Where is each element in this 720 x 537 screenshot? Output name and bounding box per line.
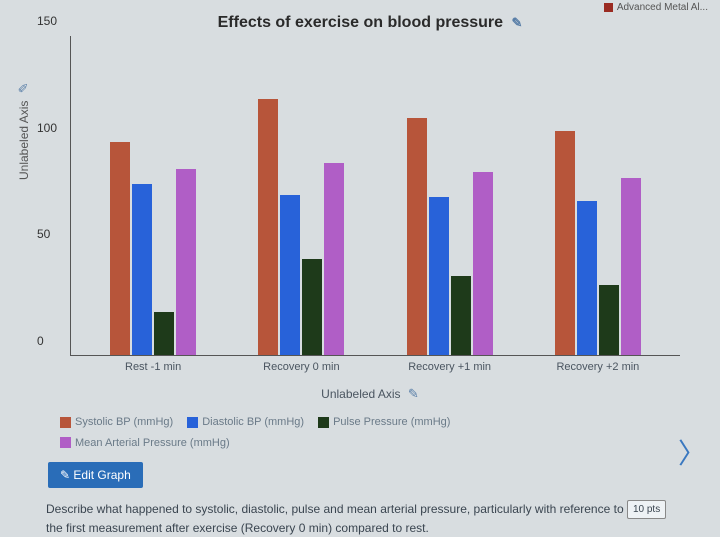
points-badge: 10 pts (627, 500, 666, 519)
y-tick: 150 (37, 14, 57, 28)
legend-swatch-icon (60, 437, 71, 448)
y-tick: 100 (37, 121, 57, 135)
bar (154, 312, 174, 355)
bar (324, 163, 344, 355)
bar-group: Rest -1 min (110, 142, 196, 355)
bar (451, 276, 471, 355)
bar (407, 118, 427, 355)
x-axis-label: Unlabeled Axis ✎ (60, 386, 680, 402)
category-label: Rest -1 min (125, 361, 181, 373)
legend-label: Mean Arterial Pressure (mmHg) (75, 437, 230, 449)
bar (577, 201, 597, 355)
legend-swatch-icon (187, 417, 198, 428)
chart-title: Effects of exercise on blood pressure ✎ (60, 14, 680, 32)
next-arrow-icon[interactable]: 〉 (678, 432, 706, 472)
category-label: Recovery +1 min (408, 361, 491, 373)
bar (555, 131, 575, 355)
legend-swatch-icon (318, 417, 329, 428)
legend-label: Diastolic BP (mmHg) (202, 416, 304, 428)
legend-label: Pulse Pressure (mmHg) (333, 416, 450, 428)
bar-group: Recovery +2 min (555, 131, 641, 355)
category-label: Recovery +2 min (556, 361, 639, 373)
edit-title-icon[interactable]: ✎ (511, 15, 522, 31)
edit-xlabel-icon[interactable]: ✎ (408, 386, 419, 402)
bar (258, 99, 278, 355)
bar (621, 178, 641, 355)
chart-container: Effects of exercise on blood pressure ✎ … (0, 0, 720, 402)
category-label: Recovery 0 min (263, 361, 339, 373)
bar (429, 197, 449, 355)
bar (599, 285, 619, 355)
edit-ylabel-icon[interactable]: ✎ (16, 82, 32, 93)
bar (280, 195, 300, 355)
y-tick: 50 (37, 227, 50, 241)
bar (132, 184, 152, 355)
plot-area: Rest -1 min Recovery 0 min Recovery +1 min… (70, 36, 680, 356)
question-text: Describe what happened to systolic, dias… (46, 500, 674, 537)
bar-group: Recovery 0 min (258, 99, 344, 355)
bar-groups: Rest -1 min Recovery 0 min Recovery +1 min… (71, 36, 680, 355)
legend-swatch-icon (60, 417, 71, 428)
y-tick: 0 (37, 334, 44, 348)
bar (302, 259, 322, 355)
y-axis-label: Unlabeled Axis ✎ (16, 82, 32, 180)
legend: Systolic BP (mmHg) Diastolic BP (mmHg) Pul… (60, 412, 720, 454)
bar (176, 169, 196, 355)
edit-graph-button[interactable]: ✎ Edit Graph (48, 462, 143, 488)
bar (110, 142, 130, 355)
legend-label: Systolic BP (mmHg) (75, 416, 173, 428)
bar (473, 172, 493, 355)
bar-group: Recovery +1 min (407, 118, 493, 355)
